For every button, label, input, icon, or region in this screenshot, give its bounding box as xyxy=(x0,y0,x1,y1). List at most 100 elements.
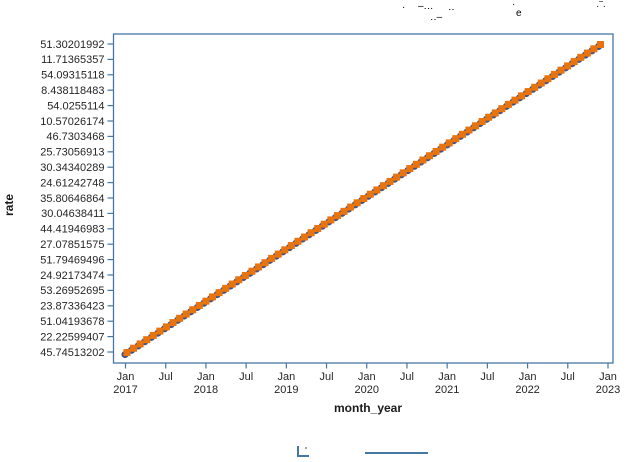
title-fragment: · xyxy=(512,0,516,10)
x-tick-label: Jan xyxy=(117,371,135,383)
y-tick-label: 51.79469496 xyxy=(40,254,104,266)
y-tick-label: 45.74513202 xyxy=(40,347,104,359)
x-tick-year-label: 2020 xyxy=(355,384,379,396)
title-fragment: e xyxy=(516,8,522,19)
data-point-square xyxy=(287,242,295,250)
data-point-square xyxy=(208,293,216,301)
clipped-legend-top-border-fragment xyxy=(365,452,428,454)
y-tick-label: 24.61242748 xyxy=(40,177,104,189)
data-point-square xyxy=(248,267,256,275)
clipped-title-fragments: · ‒‥. ‥ · ·‾· ‥‒ e xyxy=(0,0,628,22)
title-fragment: · xyxy=(402,2,406,13)
data-point-square xyxy=(281,246,289,254)
data-point-square xyxy=(373,186,381,194)
title-fragment: ‒‥. xyxy=(418,1,434,12)
x-tick-label: Jan xyxy=(599,371,617,383)
data-point-square xyxy=(491,109,499,117)
data-point-square xyxy=(432,147,440,155)
data-point-square xyxy=(327,216,335,224)
data-point-square xyxy=(406,165,414,173)
data-point-square xyxy=(426,152,434,160)
y-tick-label: 46.7303468 xyxy=(46,131,104,143)
data-point-square xyxy=(419,156,427,164)
y-tick-label: 30.04638411 xyxy=(41,208,104,220)
data-point-square xyxy=(156,327,164,335)
x-tick-label: Jul xyxy=(561,371,575,383)
data-point-square xyxy=(202,297,210,305)
y-axis-ticks: 51.30201992 11.71365357 54.09315118 8.43811… xyxy=(40,39,114,359)
data-point-square xyxy=(485,113,493,121)
data-point-square xyxy=(123,349,131,356)
y-tick-label: 11.71365357 xyxy=(41,54,104,66)
y-tick-label: 10.57026174 xyxy=(40,116,104,128)
x-tick-label: Jul xyxy=(159,371,173,383)
data-point-square xyxy=(255,263,263,271)
data-point-square xyxy=(386,177,394,185)
y-tick-label: 35.80646864 xyxy=(40,193,104,205)
series-squares xyxy=(123,41,604,356)
x-axis-title: month_year xyxy=(334,401,402,415)
data-point-square xyxy=(399,169,407,177)
y-tick-label: 51.04193678 xyxy=(40,316,104,328)
x-tick-label: Jan xyxy=(277,371,295,383)
data-point-square xyxy=(241,272,249,279)
data-point-square xyxy=(597,41,604,48)
data-point-square xyxy=(274,250,282,258)
title-fragment: ‥‒ xyxy=(430,12,443,23)
y-tick-label: 53.26952695 xyxy=(40,285,104,297)
x-tick-year-label: 2023 xyxy=(596,384,620,396)
data-point-square xyxy=(577,53,585,61)
data-point-square xyxy=(228,280,236,288)
data-point-square xyxy=(320,220,328,228)
data-point-square xyxy=(412,160,420,168)
x-tick-year-label: 2017 xyxy=(113,384,137,396)
x-tick-label: Jul xyxy=(320,371,334,383)
data-point-square xyxy=(366,190,374,198)
data-point-square xyxy=(504,100,512,108)
data-point-square xyxy=(261,259,269,267)
data-point-square xyxy=(176,314,184,322)
clipped-legend-border-fragment xyxy=(297,446,309,457)
data-point-square xyxy=(458,130,466,138)
data-point-square xyxy=(195,301,203,309)
x-tick-label: Jan xyxy=(358,371,376,383)
data-point-square xyxy=(570,58,578,66)
data-point-square xyxy=(379,182,387,190)
data-point-square xyxy=(143,336,151,344)
data-point-square xyxy=(465,126,473,134)
data-point-square xyxy=(590,45,598,53)
data-point-square xyxy=(130,344,138,352)
data-point-square xyxy=(268,254,276,262)
data-point-square xyxy=(235,276,243,284)
data-point-square xyxy=(478,118,486,125)
data-point-square xyxy=(452,135,460,143)
data-point-square xyxy=(544,75,552,83)
x-tick-label: Jan xyxy=(438,371,456,383)
data-point-square xyxy=(472,122,480,130)
x-tick-label: Jul xyxy=(239,371,253,383)
data-point-square xyxy=(498,105,506,113)
data-point-square xyxy=(162,323,170,331)
data-point-square xyxy=(149,331,157,339)
data-point-square xyxy=(557,66,565,74)
scatter-plot: rate month_year 51.30201992 11.71365357 54… xyxy=(2,33,620,415)
data-point-square xyxy=(169,319,177,327)
data-point-square xyxy=(347,203,355,211)
y-tick-label: 25.73056913 xyxy=(40,147,104,159)
data-point-square xyxy=(333,212,341,220)
x-tick-label: Jul xyxy=(400,371,414,383)
y-tick-label: 22.22599407 xyxy=(40,331,104,343)
title-fragment: ·‾· xyxy=(596,1,606,12)
data-point-square xyxy=(314,224,322,232)
y-axis-title: rate xyxy=(2,194,16,216)
x-tick-label: Jul xyxy=(480,371,494,383)
data-point-square xyxy=(182,310,190,318)
x-tick-label: Jan xyxy=(519,371,537,383)
data-point-square xyxy=(215,289,223,297)
data-point-square xyxy=(301,233,309,241)
y-tick-label: 54.09315118 xyxy=(41,70,104,82)
data-point-square xyxy=(307,229,315,237)
x-tick-year-label: 2021 xyxy=(435,384,459,396)
title-fragment: ‥ xyxy=(448,2,455,13)
